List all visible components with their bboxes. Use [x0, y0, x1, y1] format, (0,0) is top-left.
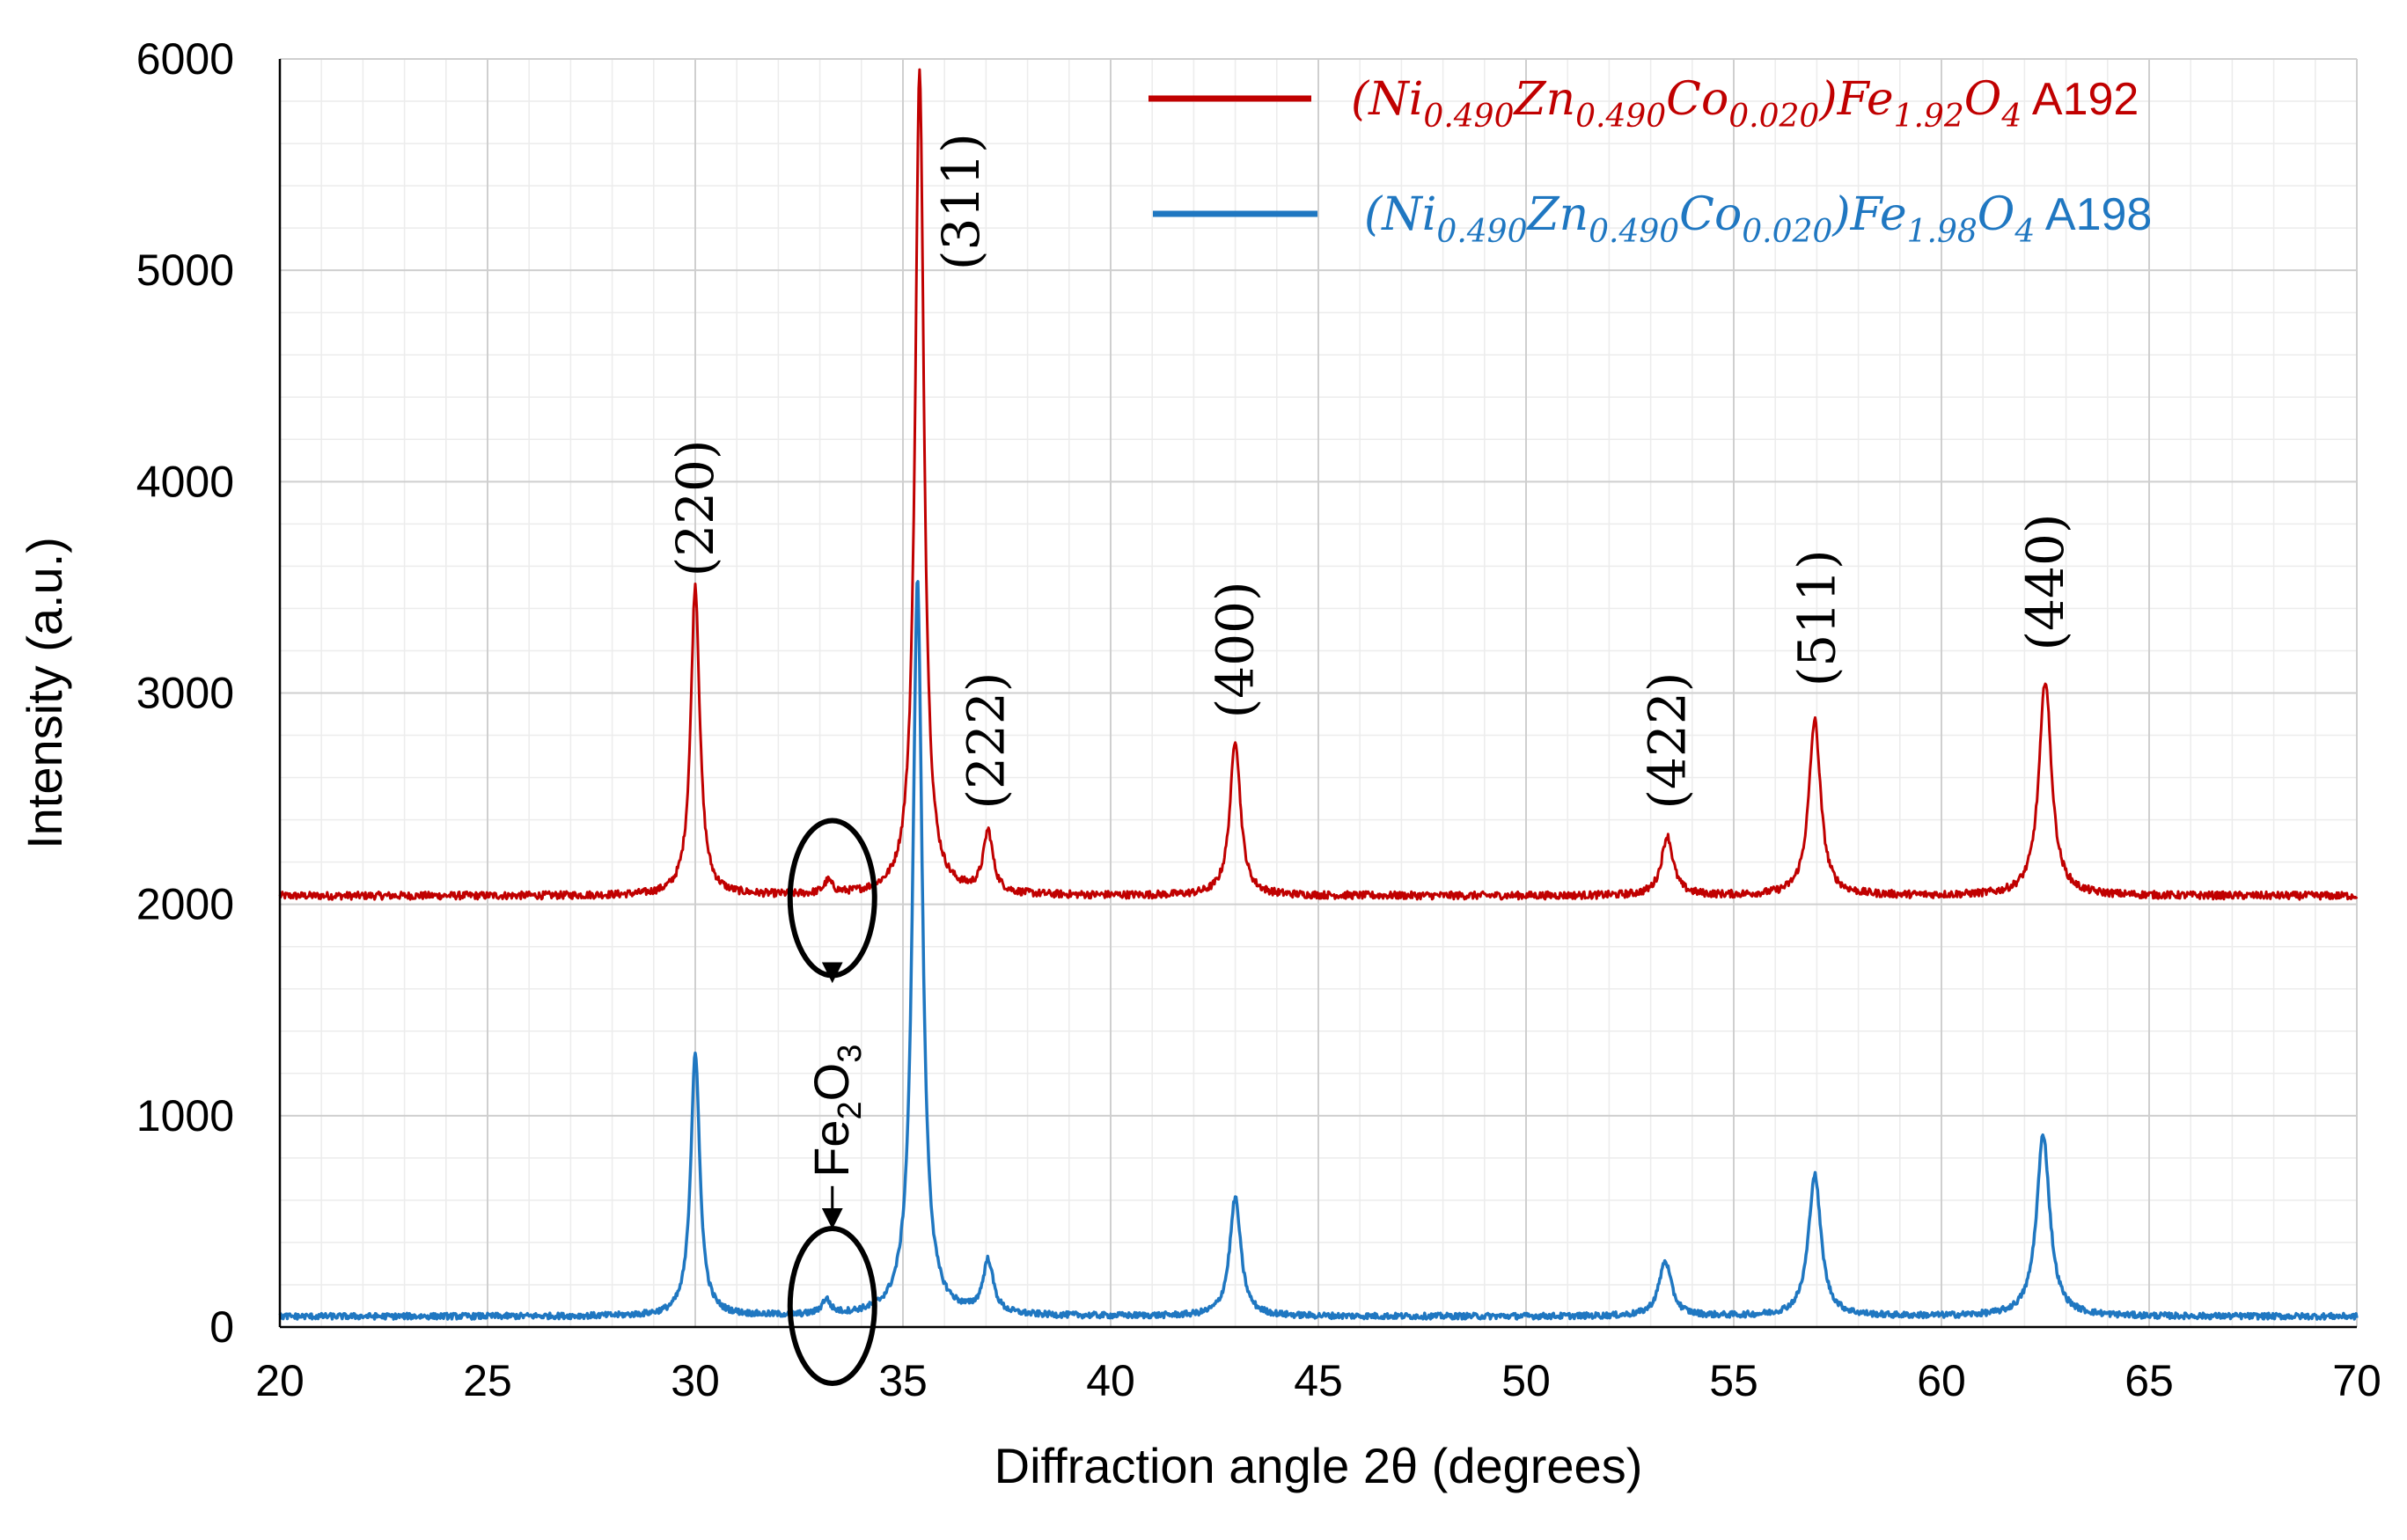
x-tick-label: 65: [2124, 1356, 2174, 1405]
peak-label: (440): [2015, 513, 2075, 650]
x-tick-label: 50: [1501, 1356, 1551, 1405]
y-tick-label: 6000: [136, 34, 234, 84]
peak-label: (422): [1637, 672, 1697, 810]
y-tick-label: 1000: [136, 1091, 234, 1140]
y-tick-label: 3000: [136, 669, 234, 718]
y-axis-title: Intensity (a.u.): [17, 537, 72, 849]
x-tick-label: 25: [463, 1356, 512, 1405]
y-tick-label: 0: [209, 1302, 234, 1352]
series-group: [278, 68, 2359, 1321]
peak-label: (400): [1206, 581, 1266, 718]
x-tick-label: 55: [1709, 1356, 1758, 1405]
y-tick-label: 5000: [136, 246, 234, 295]
y-tick-label: 2000: [136, 880, 234, 929]
impurity-marks: Fe2O3: [787, 818, 877, 1386]
peak-labels: (220) (311) (222) (400) (422) (511) (440): [665, 133, 2075, 809]
peak-label: (220): [665, 439, 725, 576]
x-axis-title: Diffraction angle 2θ (degrees): [994, 1438, 1643, 1493]
axis-frame: [278, 59, 2357, 1329]
legend-entry-label: (Ni0.490Zn0.490Co0.020)Fe1.98O4 A198: [1364, 188, 2152, 250]
peak-label: (511): [1787, 549, 1846, 686]
y-axis-tick-labels: 0 1000 2000 3000 4000 5000 6000: [136, 34, 234, 1352]
peak-label: (222): [956, 672, 1016, 810]
x-tick-label: 45: [1294, 1356, 1343, 1405]
series-a198-line: [278, 580, 2359, 1321]
x-tick-label: 40: [1086, 1356, 1135, 1405]
x-tick-label: 20: [255, 1356, 305, 1405]
x-tick-label: 30: [671, 1356, 720, 1405]
x-axis-tick-labels: 20 25 30 35 40 45 50 55 60 65 70: [255, 1356, 2381, 1405]
series-a192-line: [278, 68, 2359, 901]
x-tick-label: 60: [1917, 1356, 1966, 1405]
legend: (Ni0.490Zn0.490Co0.020)Fe1.92O4 A192 (Ni0…: [1148, 73, 2152, 250]
y-tick-label: 4000: [136, 457, 234, 506]
impurity-label: Fe2O3: [804, 1045, 869, 1177]
peak-label: (311): [931, 133, 991, 270]
x-tick-label: 70: [2332, 1356, 2381, 1405]
x-tick-label: 35: [878, 1356, 928, 1405]
legend-entry-label: (Ni0.490Zn0.490Co0.020)Fe1.92O4 A192: [1351, 73, 2139, 135]
